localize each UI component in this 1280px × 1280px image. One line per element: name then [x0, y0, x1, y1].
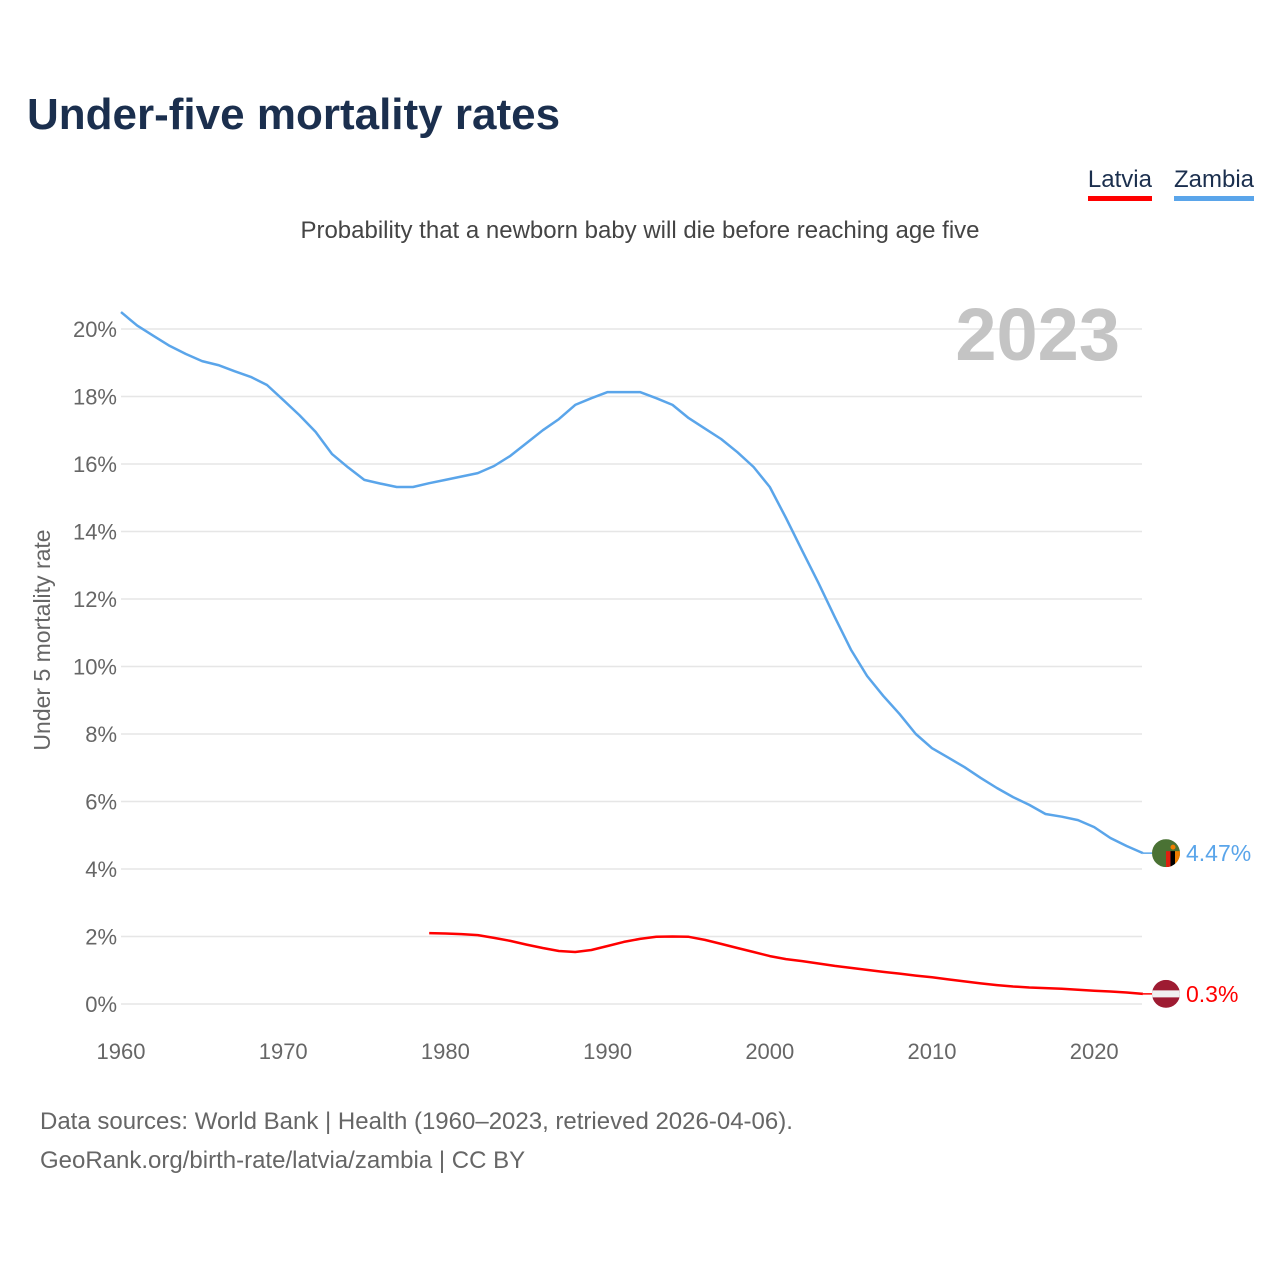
- y-axis-label: Under 5 mortality rate: [29, 529, 55, 750]
- legend-zambia[interactable]: Zambia: [1173, 166, 1254, 201]
- x-tick-label: 1980: [421, 1039, 470, 1064]
- y-tick-label: 16%: [73, 452, 117, 477]
- series-line-zambia[interactable]: [120, 311, 1144, 855]
- y-tick-label: 0%: [85, 992, 117, 1017]
- y-tick-label: 2%: [85, 925, 117, 950]
- footer-link[interactable]: GeoRank.org/birth-rate/latvia/zambia | C…: [40, 1147, 526, 1174]
- series-line-latvia[interactable]: [429, 931, 1144, 996]
- legend: Latvia Zambia: [1087, 166, 1254, 201]
- zambia-flag-icon: [1152, 839, 1180, 868]
- x-tick-label: 1970: [259, 1039, 308, 1064]
- x-tick-label: 2000: [745, 1039, 794, 1064]
- year-watermark: 2023: [955, 293, 1120, 376]
- x-tick-label: 1960: [97, 1039, 146, 1064]
- y-tick-label: 4%: [85, 857, 117, 882]
- chart-subtitle: Probability that a newborn baby will die…: [300, 217, 980, 244]
- x-tick-label: 2010: [908, 1039, 957, 1064]
- y-tick-label: 18%: [73, 385, 117, 410]
- legend-latvia[interactable]: Latvia: [1087, 166, 1152, 201]
- y-tick-label: 12%: [73, 587, 117, 612]
- y-tick-label: 20%: [73, 317, 117, 342]
- latvia-flag-icon: [1152, 979, 1180, 1008]
- footer-sources: Data sources: World Bank | Health (1960–…: [40, 1108, 793, 1135]
- x-tick-label: 2020: [1070, 1039, 1119, 1064]
- y-tick-label: 10%: [73, 655, 117, 680]
- end-value-label-zambia: 4.47%: [1186, 840, 1251, 866]
- y-tick-label: 6%: [85, 790, 117, 815]
- end-value-label-latvia: 0.3%: [1186, 981, 1238, 1007]
- chart-title: Under-five mortality rates: [27, 90, 561, 139]
- y-tick-label: 14%: [73, 520, 117, 545]
- x-tick-label: 1990: [583, 1039, 632, 1064]
- y-tick-label: 8%: [85, 722, 117, 747]
